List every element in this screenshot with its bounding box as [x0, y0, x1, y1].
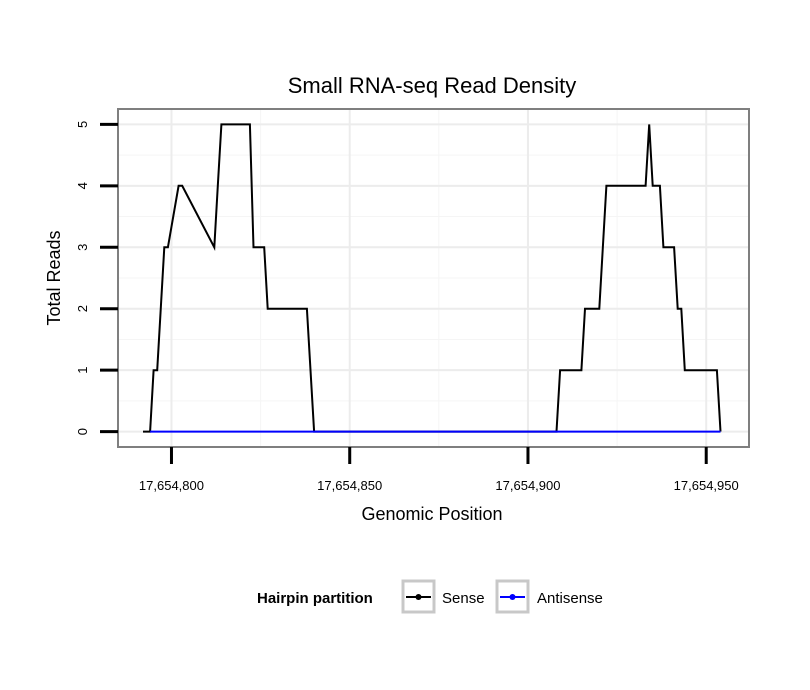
legend-item-sense: Sense — [401, 579, 485, 614]
y-tick-label: 0 — [75, 428, 90, 435]
legend-title: Hairpin partition — [257, 590, 373, 607]
x-tick-label: 17,654,900 — [495, 478, 560, 493]
y-axis-title: Total Reads — [44, 230, 64, 325]
legend-label-sense: Sense — [442, 590, 485, 607]
x-tick-label: 17,654,950 — [674, 478, 739, 493]
x-axis-title: Genomic Position — [361, 504, 502, 524]
series-line-sense — [143, 123, 722, 433]
chart-title: Small RNA-seq Read Density — [288, 73, 577, 98]
legend-label-antisense: Antisense — [537, 590, 603, 607]
y-tick-label: 2 — [75, 305, 90, 312]
y-tick-label: 1 — [75, 367, 90, 374]
x-tick-label: 17,654,850 — [317, 478, 382, 493]
legend-item-antisense: Antisense — [495, 579, 603, 614]
plot-border — [117, 108, 750, 448]
series-layer — [143, 123, 722, 433]
legend-point-sense — [415, 594, 422, 600]
y-tick-label: 5 — [75, 121, 90, 128]
x-axis: 17,654,800 17,654,850 17,654,900 17,654,950 — [139, 447, 739, 493]
plot-panel — [117, 108, 750, 448]
y-axis: 0 1 2 3 4 5 — [75, 121, 118, 435]
grid-lines — [118, 109, 749, 447]
y-tick-label: 3 — [75, 244, 90, 251]
legend: Hairpin partition Sense Antisense — [257, 579, 603, 614]
y-tick-label: 4 — [75, 182, 90, 189]
legend-point-antisense — [509, 594, 516, 600]
x-tick-label: 17,654,800 — [139, 478, 204, 493]
